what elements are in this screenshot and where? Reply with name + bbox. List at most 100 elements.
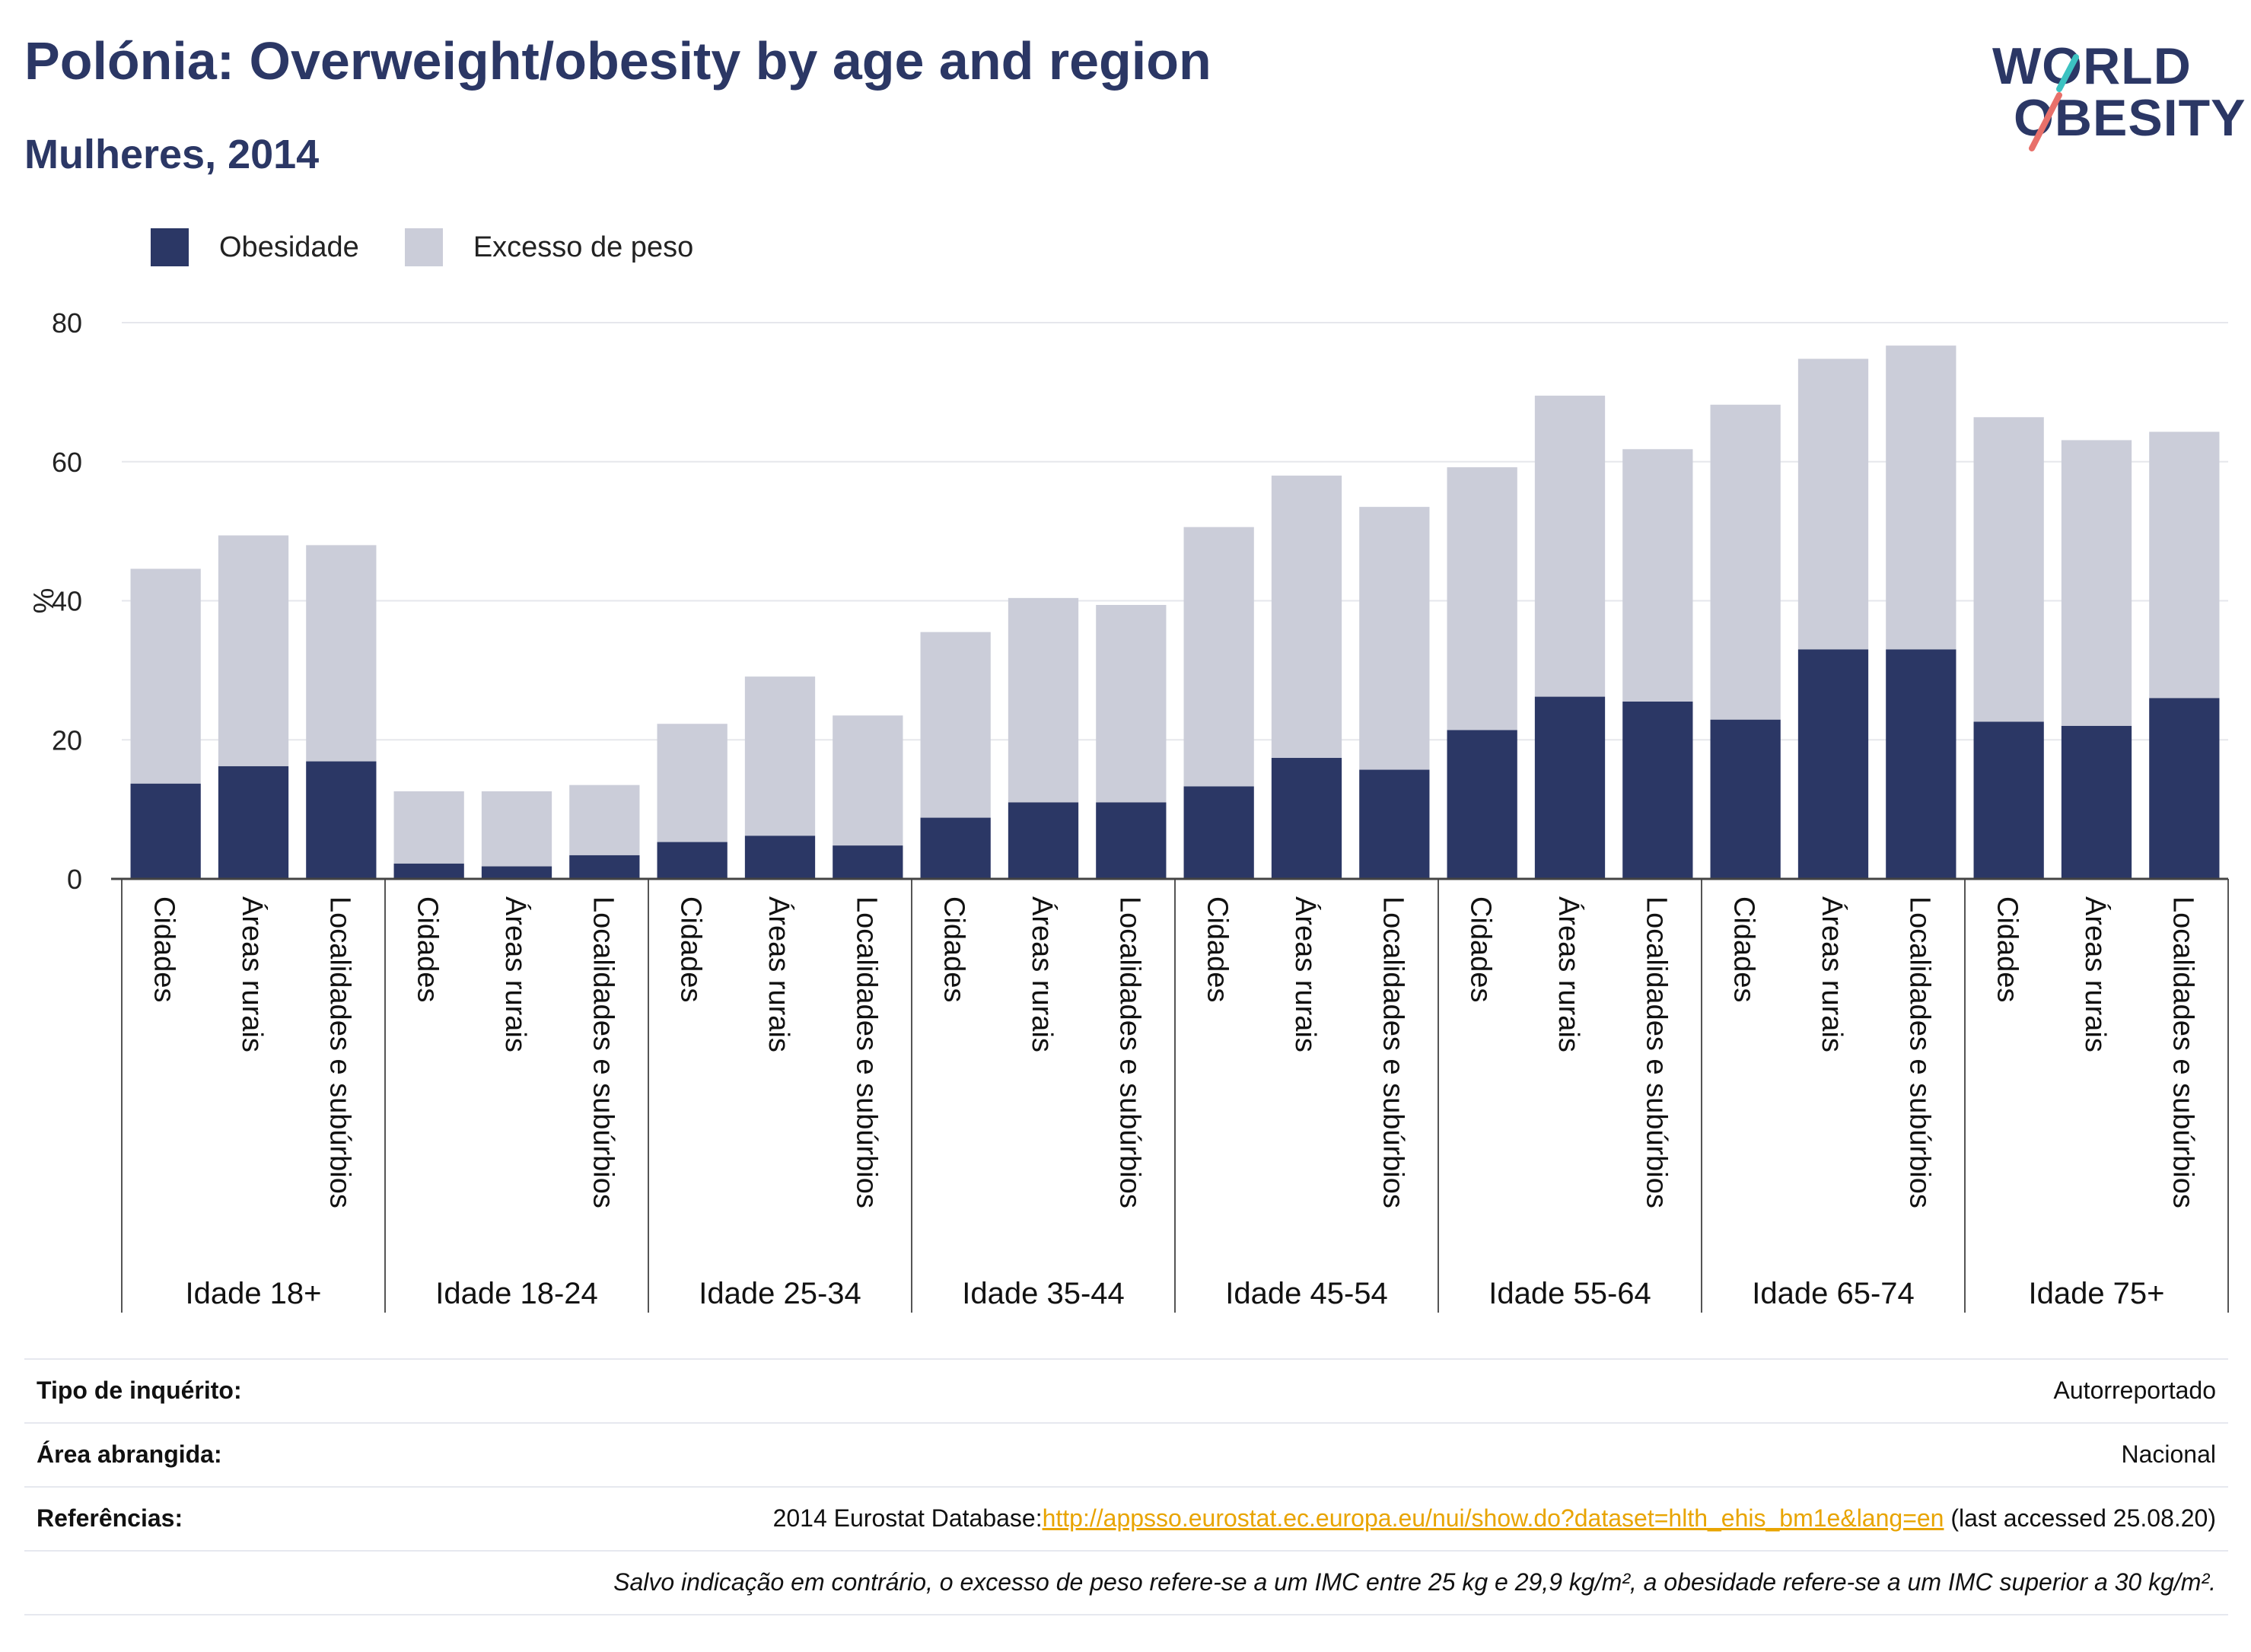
bar-overweight bbox=[2061, 440, 2132, 726]
group-label: Idade 65-74 bbox=[1752, 1277, 1915, 1310]
bar-overweight bbox=[1008, 597, 1079, 803]
category-tick-label: Cidades bbox=[148, 896, 180, 1002]
bar-obesity bbox=[306, 761, 377, 879]
bar-obesity bbox=[1622, 701, 1693, 879]
y-tick-label: 0 bbox=[67, 864, 82, 895]
y-tick-label: 80 bbox=[52, 307, 82, 339]
references-link[interactable]: http://appsso.eurostat.ec.europa.eu/nui/… bbox=[1042, 1504, 1944, 1532]
bar-overweight bbox=[1710, 404, 1781, 720]
bar-obesity bbox=[393, 863, 464, 879]
bar-overweight bbox=[306, 545, 377, 762]
group-label: Idade 75+ bbox=[2028, 1277, 2164, 1310]
bar-overweight bbox=[130, 568, 201, 784]
category-tick-label: Localidades e subúrbios bbox=[323, 896, 355, 1208]
references-label: Referências: bbox=[37, 1504, 183, 1532]
area-label: Área abrangida: bbox=[37, 1440, 222, 1468]
info-table: Tipo de inquérito: Autorreportado Área a… bbox=[24, 1358, 2228, 1615]
bar-obesity bbox=[1447, 730, 1517, 879]
category-tick-label: Localidades e subúrbios bbox=[850, 896, 882, 1208]
references-suffix: (last accessed 25.08.20) bbox=[1944, 1504, 2216, 1532]
chart-legend: Obesidade Excesso de peso bbox=[151, 227, 739, 268]
category-tick-label: Localidades e subúrbios bbox=[587, 896, 619, 1208]
bar-obesity bbox=[1710, 719, 1781, 879]
survey-type-label: Tipo de inquérito: bbox=[37, 1377, 242, 1404]
y-tick-label: 60 bbox=[52, 447, 82, 478]
bar-overweight bbox=[1973, 417, 2044, 722]
page-subtitle: Mulheres, 2014 bbox=[24, 132, 320, 177]
group-label: Idade 55-64 bbox=[1488, 1277, 1651, 1310]
bar-obesity bbox=[1271, 758, 1342, 879]
bar-overweight bbox=[1096, 604, 1167, 803]
category-tick-label: Áreas rurais bbox=[499, 896, 532, 1052]
bar-overweight bbox=[657, 724, 728, 842]
category-tick-label: Áreas rurais bbox=[1816, 896, 1848, 1052]
bar-overweight bbox=[218, 535, 289, 766]
bar-overweight bbox=[393, 791, 464, 864]
category-tick-label: Áreas rurais bbox=[236, 896, 269, 1052]
logo-word-obesity: OBESITY bbox=[2014, 89, 2246, 147]
bar-overweight bbox=[1359, 507, 1430, 770]
references-prefix: 2014 Eurostat Database: bbox=[772, 1504, 1043, 1532]
bar-obesity bbox=[2149, 698, 2220, 879]
category-tick-label: Cidades bbox=[1728, 896, 1760, 1002]
legend-item-overweight: Excesso de peso bbox=[404, 228, 694, 266]
definition-note: Salvo indicação em contrário, o excesso … bbox=[613, 1568, 2216, 1596]
group-label: Idade 35-44 bbox=[962, 1277, 1125, 1310]
info-row-survey: Tipo de inquérito: Autorreportado bbox=[24, 1358, 2228, 1422]
category-tick-label: Áreas rurais bbox=[763, 896, 795, 1052]
info-row-note: Salvo indicação em contrário, o excesso … bbox=[24, 1550, 2228, 1615]
bar-overweight bbox=[744, 676, 816, 836]
bar-obesity bbox=[2061, 725, 2132, 879]
bar-overweight bbox=[1622, 449, 1693, 702]
bar-overweight bbox=[569, 785, 640, 855]
category-tick-label: Cidades bbox=[412, 896, 444, 1002]
area-value: Nacional bbox=[2121, 1440, 2216, 1468]
logo-word-world: WORLD bbox=[1992, 37, 2192, 95]
bar-obesity bbox=[1797, 649, 1869, 879]
legend-swatch-obesity bbox=[151, 228, 189, 266]
bar-overweight bbox=[1534, 395, 1606, 697]
logo-slash-icon bbox=[2029, 54, 2079, 151]
bar-overweight bbox=[1271, 476, 1342, 759]
bar-overweight bbox=[1183, 527, 1254, 787]
category-tick-label: Localidades e subúrbios bbox=[1903, 896, 1935, 1208]
bar-obesity bbox=[744, 836, 816, 879]
category-tick-label: Localidades e subúrbios bbox=[1377, 896, 1409, 1208]
category-tick-label: Áreas rurais bbox=[1289, 896, 1322, 1052]
bar-obesity bbox=[1096, 802, 1167, 879]
bar-obesity bbox=[481, 866, 552, 879]
group-label: Idade 18+ bbox=[185, 1277, 321, 1310]
bar-obesity bbox=[920, 817, 991, 879]
bar-overweight bbox=[1797, 358, 1869, 650]
group-label: Idade 18-24 bbox=[435, 1277, 598, 1310]
legend-label-obesity: Obesidade bbox=[219, 231, 359, 263]
group-label: Idade 45-54 bbox=[1225, 1277, 1388, 1310]
bar-obesity bbox=[1008, 802, 1079, 879]
category-tick-label: Áreas rurais bbox=[1552, 896, 1585, 1052]
bar-obesity bbox=[1973, 721, 2044, 879]
bar-obesity bbox=[218, 766, 289, 879]
bar-obesity bbox=[130, 783, 201, 879]
category-tick-label: Cidades bbox=[675, 896, 707, 1002]
bar-overweight bbox=[920, 632, 991, 818]
category-tick-label: Áreas rurais bbox=[2079, 896, 2112, 1052]
group-label: Idade 25-34 bbox=[699, 1277, 861, 1310]
category-tick-label: Localidades e subúrbios bbox=[1640, 896, 1672, 1208]
category-tick-label: Cidades bbox=[1202, 896, 1234, 1002]
bar-overweight bbox=[833, 715, 903, 846]
y-tick-label: 20 bbox=[52, 724, 82, 756]
info-row-area: Área abrangida: Nacional bbox=[24, 1422, 2228, 1486]
category-tick-label: Áreas rurais bbox=[1026, 896, 1059, 1052]
category-tick-label: Localidades e subúrbios bbox=[1113, 896, 1145, 1208]
category-tick-label: Cidades bbox=[938, 896, 970, 1002]
bar-obesity bbox=[1359, 769, 1430, 879]
bar-overweight bbox=[2149, 431, 2220, 699]
bar-obesity bbox=[1183, 786, 1254, 879]
bar-obesity bbox=[833, 845, 903, 879]
category-tick-label: Cidades bbox=[1992, 896, 2023, 1002]
legend-swatch-overweight bbox=[404, 228, 443, 266]
legend-label-overweight: Excesso de peso bbox=[473, 231, 694, 263]
bar-overweight bbox=[1447, 467, 1517, 731]
stacked-bar-chart: 0 20 40 60 80% Cidades Áreas rurais Localidades… bbox=[28, 307, 2229, 1313]
bar-obesity bbox=[657, 842, 728, 879]
